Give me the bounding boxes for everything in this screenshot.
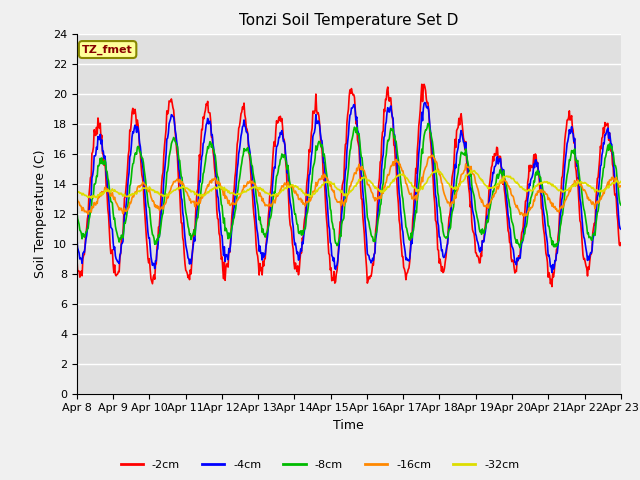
Legend: -2cm, -4cm, -8cm, -16cm, -32cm: -2cm, -4cm, -8cm, -16cm, -32cm	[116, 456, 524, 474]
Title: Tonzi Soil Temperature Set D: Tonzi Soil Temperature Set D	[239, 13, 458, 28]
Y-axis label: Soil Temperature (C): Soil Temperature (C)	[35, 149, 47, 278]
X-axis label: Time: Time	[333, 419, 364, 432]
Text: TZ_fmet: TZ_fmet	[82, 44, 133, 55]
